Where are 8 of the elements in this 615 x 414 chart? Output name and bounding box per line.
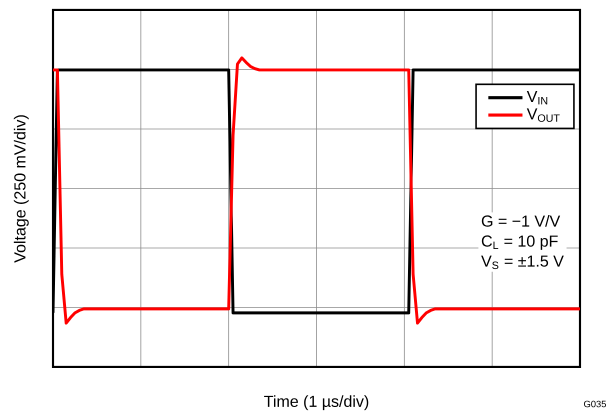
annotation: C$_{L}$ = 10 pF xyxy=(482,235,558,250)
annotation: G = −1 V/V xyxy=(482,214,560,227)
x-axis-title: Time (1 µs/div) xyxy=(264,395,368,410)
legend-label: V$_{OUT}$ xyxy=(526,108,560,122)
legend-label: V$_{IN}$ xyxy=(526,90,548,104)
annotation: V$_{S}$ = ±1.5 V xyxy=(481,256,564,270)
text: G035 xyxy=(584,400,606,408)
y-axis-title: Voltage (250 mV/div) xyxy=(14,115,29,263)
